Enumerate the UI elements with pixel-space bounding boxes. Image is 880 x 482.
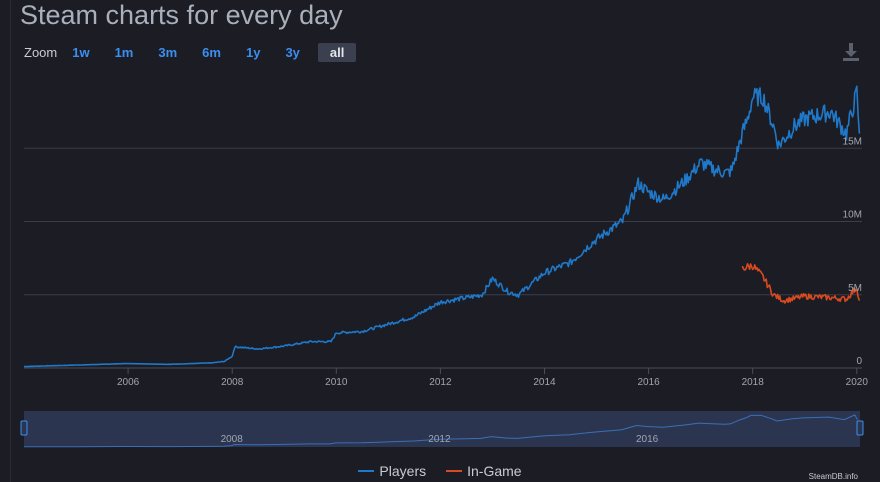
in-game-swatch (446, 470, 463, 472)
legend-label-in-game: In-Game (467, 463, 522, 479)
y-tick-label: 15M (843, 136, 862, 147)
download-icon[interactable] (842, 42, 860, 62)
page-title: Steam charts for every day (20, 0, 343, 30)
legend-item-in-game[interactable]: In-Game (446, 463, 522, 479)
left-divider (10, 0, 11, 482)
navigator-handle-left[interactable] (20, 420, 28, 436)
navigator-line (23, 414, 858, 448)
legend-item-players[interactable]: Players (358, 463, 426, 479)
series-line-in-game (741, 263, 861, 304)
x-tick-label: 2006 (117, 377, 140, 388)
zoom-1m-button[interactable]: 1m (114, 44, 134, 60)
y-tick-label: 10M (843, 210, 862, 221)
x-tick-label: 2016 (637, 377, 660, 388)
zoom-all-button[interactable]: all (317, 42, 357, 62)
zoom-label: Zoom (24, 44, 58, 60)
zoom-3m-button[interactable]: 3m (158, 44, 178, 60)
x-tick-label: 2010 (325, 377, 348, 388)
players-swatch (358, 470, 375, 472)
x-tick-label: 2012 (429, 377, 452, 388)
navigator-tick-label: 2016 (636, 434, 659, 445)
zoom-1w-button[interactable]: 1w (72, 44, 90, 60)
credit-text: SteamDB.info (808, 472, 858, 481)
zoom-3y-button[interactable]: 3y (285, 44, 300, 60)
x-tick-label: 2014 (533, 377, 556, 388)
y-tick-label: 5M (848, 283, 862, 294)
legend-label-players: Players (379, 463, 427, 479)
navigator-handle-right[interactable] (856, 420, 864, 436)
y-tick-label: 0 (856, 356, 862, 367)
navigator-tick-label: 2008 (221, 434, 244, 445)
legend: Players In-Game (0, 462, 880, 480)
zoom-bar: Zoom 1w 1m 3m 6m 1y 3y all (24, 41, 367, 63)
series-line-players (24, 85, 861, 368)
x-tick-label: 2020 (846, 377, 869, 388)
zoom-6m-button[interactable]: 6m (202, 44, 221, 60)
x-tick-label: 2018 (742, 377, 765, 388)
navigator-tick-label: 2012 (428, 434, 451, 445)
x-tick-label: 2008 (221, 377, 244, 388)
zoom-1y-button[interactable]: 1y (245, 44, 261, 60)
navigator-selection[interactable] (24, 411, 860, 447)
